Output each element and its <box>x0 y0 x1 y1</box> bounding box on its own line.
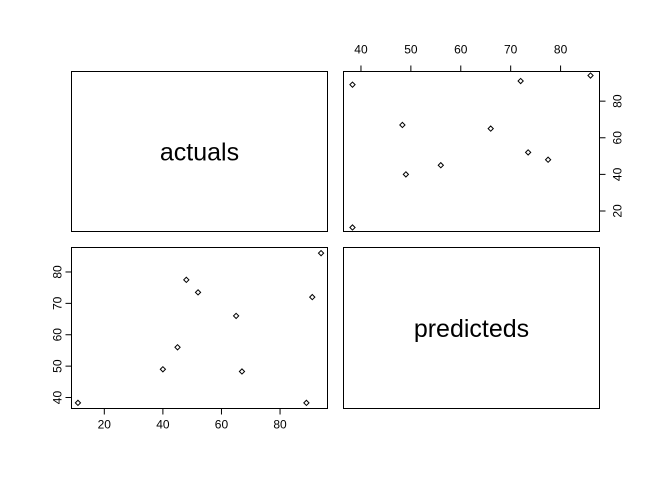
point-actuals-vs-predicteds <box>402 171 410 178</box>
tick-label-top-predicteds: 40 <box>354 43 368 57</box>
point-predicteds-vs-actuals <box>74 399 82 407</box>
point-predicteds-vs-actuals <box>308 293 316 301</box>
point-predicteds-vs-actuals <box>174 343 181 351</box>
tick-label-left-predicteds: 80 <box>51 265 65 279</box>
point-actuals-vs-predicteds <box>587 72 594 79</box>
point-predicteds-vs-actuals <box>232 312 240 320</box>
tick-label-bottom-actuals: 80 <box>273 418 287 432</box>
point-predicteds-vs-actuals <box>303 399 310 407</box>
point-predicteds-vs-actuals <box>159 365 167 373</box>
tick-label-right-actuals: 60 <box>611 131 625 145</box>
point-actuals-vs-predicteds <box>349 81 356 88</box>
tick-label-left-predicteds: 50 <box>51 359 65 373</box>
point-predicteds-vs-actuals <box>238 368 246 375</box>
tick-label-left-predicteds: 70 <box>51 296 65 310</box>
tick-label-top-predicteds: 50 <box>404 43 418 57</box>
tick-label-bottom-actuals: 60 <box>215 418 229 432</box>
point-actuals-vs-predicteds <box>349 224 356 231</box>
tick-label-bottom-actuals: 40 <box>156 418 170 432</box>
point-actuals-vs-predicteds <box>517 77 524 85</box>
variable-label-predicteds: predicteds <box>414 315 529 343</box>
tick-label-top-predicteds: 60 <box>454 43 468 57</box>
point-actuals-vs-predicteds <box>524 149 532 156</box>
tick-label-left-predicteds: 40 <box>51 391 65 405</box>
point-actuals-vs-predicteds <box>437 161 445 169</box>
point-predicteds-vs-actuals <box>317 249 325 257</box>
variable-label-actuals: actuals <box>160 139 239 167</box>
tick-label-right-actuals: 80 <box>611 94 625 108</box>
point-predicteds-vs-actuals <box>194 289 202 296</box>
panel-2-1 <box>71 247 328 409</box>
point-actuals-vs-predicteds <box>487 125 495 132</box>
point-actuals-vs-predicteds <box>544 156 552 164</box>
panel-1-1 <box>71 71 328 232</box>
point-actuals-vs-predicteds <box>399 121 406 129</box>
tick-label-right-actuals: 20 <box>611 204 625 218</box>
tick-label-bottom-actuals: 20 <box>98 418 112 432</box>
tick-label-left-predicteds: 60 <box>51 328 65 342</box>
panel-1-2 <box>343 71 600 232</box>
tick-label-top-predicteds: 80 <box>554 43 568 57</box>
tick-label-right-actuals: 40 <box>611 167 625 181</box>
point-predicteds-vs-actuals <box>183 276 190 284</box>
tick-label-top-predicteds: 70 <box>504 43 518 57</box>
panel-2-2 <box>343 247 600 409</box>
